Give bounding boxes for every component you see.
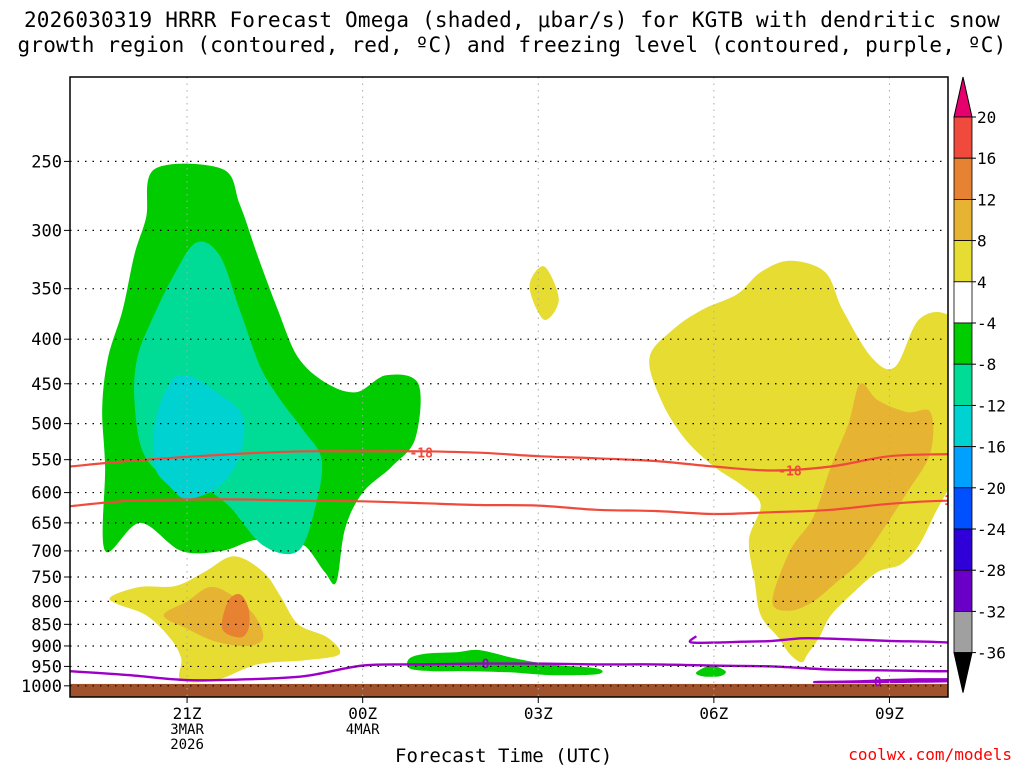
colorbar-label: 16	[977, 149, 996, 168]
dgz-contour-label: -18	[409, 447, 433, 462]
contour-layer: -18 -18 -12 0 0	[70, 447, 959, 690]
colorbar-label: -12	[977, 396, 1006, 415]
colorbar-label: 4	[977, 273, 987, 292]
colorbar-segment	[953, 404, 973, 447]
y-tick-label: 350	[31, 280, 62, 300]
colorbar-label: -4	[977, 314, 996, 333]
plot-frame	[69, 76, 949, 698]
colorbar-label: -20	[977, 479, 1006, 498]
y-tick-label: 900	[31, 637, 62, 657]
colorbar-segment	[953, 569, 973, 612]
site-credit-link[interactable]: coolwx.com/models	[848, 745, 1012, 764]
colorbar-top-arrow	[953, 76, 973, 118]
freezing-level-contour-line	[713, 664, 948, 673]
colorbar-segment	[953, 363, 973, 406]
dgz-contour-label: -12	[936, 494, 959, 509]
y-tick-label: 300	[31, 221, 62, 241]
upward-motion-core	[153, 374, 245, 499]
freezing-level-contour-line	[812, 678, 948, 684]
freezing-level-contour-label: 0	[482, 658, 490, 673]
x-tick-label: 00Z	[348, 704, 377, 723]
colorbar-segment	[953, 240, 973, 283]
x-tick-label: 06Z	[699, 704, 728, 723]
x-tick-label: 2026	[170, 737, 204, 753]
freezing-level-contour-line	[70, 662, 714, 682]
colorbar-label: 8	[977, 232, 987, 251]
freezing-level-contour-line	[688, 635, 948, 645]
x-tick-label: 3MAR	[170, 722, 204, 738]
downward-motion-main	[649, 260, 948, 663]
chart-title-line-2: growth region (contoured, red, ºC) and f…	[17, 33, 1007, 57]
y-tick-label: 950	[31, 657, 62, 677]
y-tick-label: 600	[31, 484, 62, 504]
colorbar-segment	[953, 446, 973, 489]
downward-motion-main-inner	[772, 383, 934, 611]
colorbar-label: 12	[977, 190, 996, 209]
colorbar-segment	[953, 611, 973, 654]
colorbar-segment	[953, 116, 973, 159]
y-tick-label: 450	[31, 375, 62, 395]
colorbar-label: -16	[977, 438, 1006, 457]
colorbar: 20 16 12 8 4 -4 -8 -12 -16 -20 -24 -28 -32 -36	[953, 76, 1006, 693]
colorbar-segment	[953, 487, 973, 530]
colorbar-segment	[953, 322, 973, 365]
x-tick-label: 09Z	[875, 704, 904, 723]
colorbar-segment	[953, 198, 973, 241]
y-tick-label: 750	[31, 568, 62, 588]
colorbar-segment	[953, 528, 973, 571]
y-tick-label: 650	[31, 514, 62, 534]
axes: 2503003504004505005506006507007508008509…	[21, 152, 904, 753]
colorbar-segment	[953, 281, 973, 324]
colorbar-label: 20	[977, 108, 996, 127]
chart-title-line-1: 2026030319 HRRR Forecast Omega (shaded, …	[23, 8, 1001, 32]
omega-shading-layer	[70, 163, 948, 697]
dgz-contour-line	[70, 450, 948, 472]
colorbar-label: -24	[977, 520, 1006, 539]
y-tick-label: 550	[31, 451, 62, 471]
x-tick-label: 21Z	[173, 704, 202, 723]
y-tick-label: 1000	[21, 677, 62, 697]
upward-motion-06z-spot	[695, 665, 726, 677]
colorbar-label: -28	[977, 561, 1006, 580]
y-tick-label: 850	[31, 615, 62, 635]
colorbar-label: -36	[977, 644, 1006, 663]
y-tick-label: 500	[31, 415, 62, 435]
colorbar-label: -32	[977, 602, 1006, 621]
dgz-contour-label: -18	[778, 465, 802, 480]
x-axis-label: Forecast Time (UTC)	[395, 745, 613, 767]
colorbar-bottom-arrow	[953, 652, 973, 693]
x-tick-label: 4MAR	[346, 722, 380, 738]
colorbar-segment	[953, 157, 973, 200]
y-tick-label: 800	[31, 592, 62, 612]
y-tick-label: 250	[31, 152, 62, 172]
y-tick-label: 700	[31, 542, 62, 562]
colorbar-label: -8	[977, 355, 996, 374]
y-tick-label: 400	[31, 330, 62, 350]
downward-motion-low-core	[221, 593, 250, 638]
freezing-level-contour-label: 0	[874, 675, 882, 690]
downward-motion-02z-spot	[529, 266, 559, 321]
dgz-contour-line	[70, 498, 948, 516]
x-tick-label: 03Z	[524, 704, 553, 723]
ground-surface	[70, 683, 948, 697]
